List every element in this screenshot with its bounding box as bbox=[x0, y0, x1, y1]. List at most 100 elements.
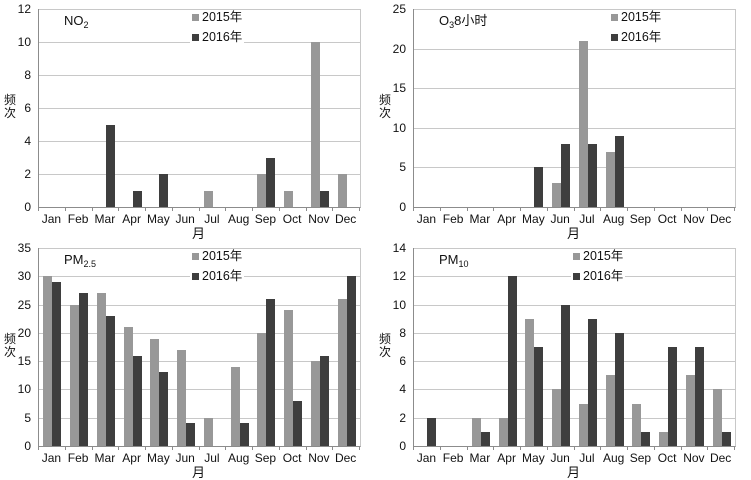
bar-group-Nov bbox=[682, 248, 709, 446]
gridline bbox=[414, 127, 735, 129]
x-tick-label: Nov bbox=[683, 212, 705, 226]
legend-swatch bbox=[573, 253, 580, 260]
y-tick-label: 0 bbox=[399, 439, 406, 453]
x-tick-mark bbox=[653, 447, 655, 450]
bar-2015年-Jul bbox=[203, 190, 213, 207]
x-tick-mark bbox=[413, 208, 414, 211]
bar-2016年-Oct bbox=[668, 347, 678, 446]
y-tick-label: 10 bbox=[17, 382, 31, 397]
bar-group-Apr bbox=[494, 248, 521, 446]
y-axis-label: 频次 bbox=[379, 93, 392, 120]
bar-2015年-Feb bbox=[70, 304, 80, 446]
y-tick-label: 10 bbox=[392, 297, 406, 312]
x-tick-label: Dec bbox=[334, 451, 357, 465]
bar-group-Jan bbox=[39, 248, 66, 446]
y-tick-label: 14 bbox=[392, 241, 406, 255]
x-tick-label: Sep bbox=[254, 212, 277, 226]
x-tick-mark bbox=[225, 208, 227, 211]
x-tick-label: Oct bbox=[282, 451, 302, 465]
gridline bbox=[414, 167, 735, 169]
bar-2016年-Nov bbox=[694, 347, 704, 446]
bar-2016年-Dec bbox=[346, 276, 356, 446]
legend-item-2015年: 2015年 bbox=[190, 11, 245, 24]
plot-area bbox=[38, 248, 361, 447]
bar-2015年-May bbox=[525, 318, 535, 446]
x-tick-label: Aug bbox=[227, 212, 250, 226]
bar-group-Nov bbox=[307, 9, 334, 207]
y-tick-label: 2 bbox=[399, 410, 406, 425]
bar-group-Oct bbox=[655, 248, 682, 446]
bar-2016年-Jan bbox=[52, 281, 62, 446]
gridline bbox=[39, 9, 360, 10]
bar-2015年-Dec bbox=[337, 298, 347, 446]
x-tick-mark bbox=[493, 447, 495, 450]
x-tick-mark bbox=[91, 208, 93, 211]
x-tick-mark bbox=[38, 447, 39, 450]
x-tick-mark bbox=[198, 447, 200, 450]
legend-item-2016年: 2016年 bbox=[190, 31, 245, 44]
x-tick-label: Apr bbox=[122, 451, 141, 465]
x-tick-mark bbox=[734, 208, 735, 211]
bar-group-Sep bbox=[253, 9, 280, 207]
bar-group-May bbox=[521, 248, 548, 446]
x-tick-label: Dec bbox=[709, 212, 732, 226]
bar-2016年-May bbox=[159, 174, 169, 207]
chart-title: PM2.5 bbox=[64, 252, 97, 270]
x-tick-label: May bbox=[522, 451, 545, 465]
bar-2016年-Sep bbox=[641, 431, 651, 446]
bar-group-Feb bbox=[441, 248, 468, 446]
gridline bbox=[39, 108, 360, 109]
bar-2016年-May bbox=[159, 372, 169, 446]
bar-2015年-Sep bbox=[257, 174, 267, 207]
x-tick-mark bbox=[145, 447, 146, 450]
y-tick-label: 30 bbox=[17, 269, 31, 284]
bar-2015年-Apr bbox=[123, 327, 133, 446]
bar-2015年-Jan bbox=[43, 276, 53, 446]
y-tick-label: 15 bbox=[17, 354, 31, 369]
x-tick-mark bbox=[439, 447, 441, 450]
bar-2015年-Mar bbox=[96, 293, 106, 446]
x-tick-label: Aug bbox=[227, 451, 250, 465]
bar-group-Jan bbox=[39, 9, 66, 207]
bar-2016年-Jun bbox=[561, 304, 571, 446]
bar-group-Apr bbox=[119, 9, 146, 207]
legend: 2015年 2016年 bbox=[571, 250, 626, 283]
y-tick-label: 0 bbox=[399, 200, 406, 214]
x-tick-label: Jun bbox=[550, 212, 570, 226]
bar-2016年-Oct bbox=[293, 400, 303, 446]
x-tick-mark bbox=[493, 208, 495, 211]
x-tick-label: Jul bbox=[204, 212, 220, 226]
x-tick-label: Oct bbox=[657, 212, 677, 226]
x-tick-mark bbox=[198, 208, 200, 211]
x-tick-label: Dec bbox=[709, 451, 732, 465]
bar-2015年-Jul bbox=[203, 417, 213, 446]
x-tick-mark bbox=[38, 208, 39, 211]
x-tick-label: Nov bbox=[308, 212, 330, 226]
bar-group-Dec bbox=[333, 9, 360, 207]
bar-2016年-Aug bbox=[239, 423, 249, 446]
x-tick-mark bbox=[359, 208, 360, 211]
gridline bbox=[414, 389, 735, 391]
x-tick-label: Apr bbox=[497, 212, 516, 226]
x-tick-label: Jun bbox=[550, 451, 570, 465]
bar-group-Jun bbox=[548, 248, 575, 446]
legend-swatch bbox=[192, 34, 199, 41]
legend-label: 2015年 bbox=[621, 10, 662, 24]
legend-label: 2015年 bbox=[202, 249, 243, 263]
bar-2016年-May bbox=[534, 347, 544, 446]
gridline bbox=[414, 361, 735, 363]
bar-group-Oct bbox=[280, 248, 307, 446]
x-tick-mark bbox=[413, 447, 414, 450]
bar-group-Mar bbox=[93, 248, 120, 446]
bar-2015年-Oct bbox=[284, 190, 294, 207]
gridline bbox=[39, 248, 360, 249]
bar-group-Dec bbox=[708, 248, 735, 446]
bar-2016年-Jun bbox=[561, 143, 571, 207]
x-tick-mark bbox=[573, 208, 575, 211]
y-tick-label: 8 bbox=[24, 68, 31, 82]
bar-2015年-Apr bbox=[498, 417, 508, 446]
legend: 2015年 2016年 bbox=[190, 249, 245, 283]
x-tick-mark bbox=[278, 447, 280, 450]
x-tick-label: Jul bbox=[579, 212, 595, 226]
